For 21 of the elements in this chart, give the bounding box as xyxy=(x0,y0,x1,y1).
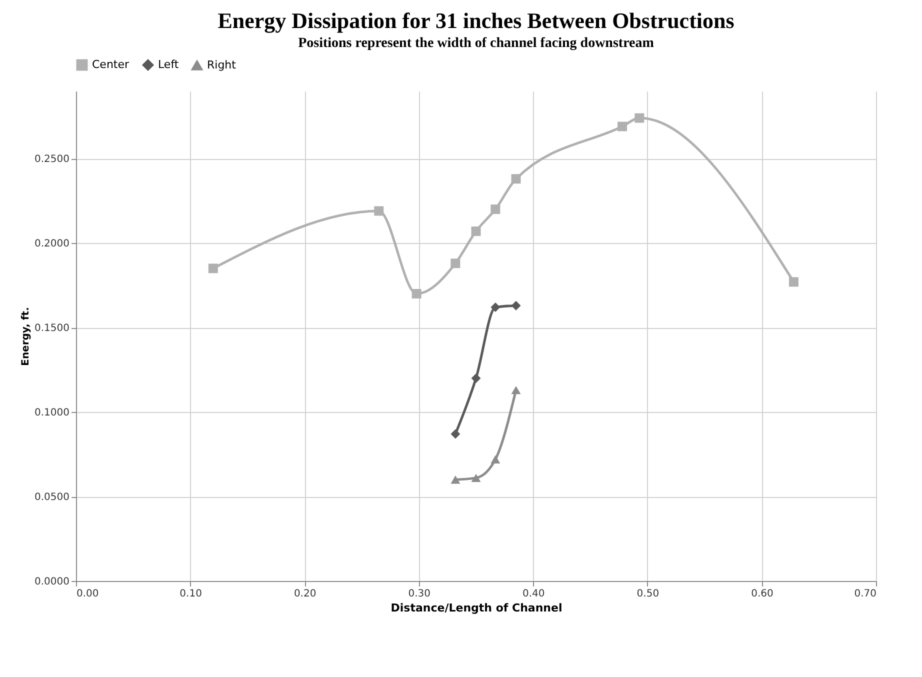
chart-title: Energy Dissipation for 31 inches Between Obstructions xyxy=(218,8,735,33)
x-tick-label: 0.70 xyxy=(854,588,876,600)
x-tick-label: 0.40 xyxy=(522,588,545,600)
legend-label: Left xyxy=(158,58,180,71)
x-axis-title: Distance/Length of Channel xyxy=(390,602,562,614)
x-tick-label: 0.00 xyxy=(76,588,99,600)
y-tick-label: 0.0500 xyxy=(34,492,70,504)
legend-label: Center xyxy=(92,58,130,71)
x-tick-label: 0.30 xyxy=(408,588,430,600)
legend-label: Right xyxy=(207,58,237,72)
y-tick-label: 0.0000 xyxy=(34,576,70,588)
y-tick-label: 0.2000 xyxy=(34,238,70,250)
y-tick-label: 0.1500 xyxy=(34,323,70,334)
x-tick-label: 0.50 xyxy=(636,588,660,600)
y-tick-label: 0.2500 xyxy=(34,154,70,166)
x-tick-label: 0.60 xyxy=(751,588,774,600)
chart-subtitle: Positions represent the width of channel facing downstream xyxy=(298,36,654,51)
x-tick-label: 0.20 xyxy=(294,588,316,600)
y-tick-label: 0.1000 xyxy=(34,408,70,419)
y-axis-title: Energy, ft. xyxy=(20,307,32,366)
x-tick-label: 0.10 xyxy=(180,588,202,600)
